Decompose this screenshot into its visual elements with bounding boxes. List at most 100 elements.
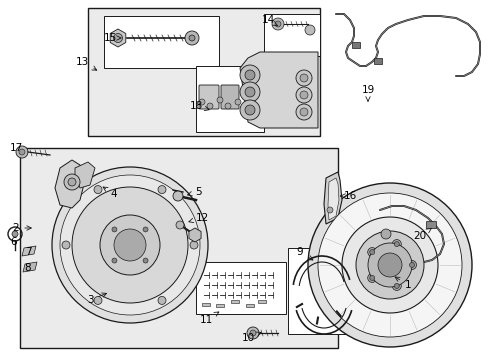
Circle shape [380,229,390,239]
Circle shape [113,33,122,42]
Polygon shape [324,172,341,224]
Polygon shape [75,162,95,188]
Circle shape [391,282,401,291]
Circle shape [52,167,207,323]
Text: 6: 6 [11,237,17,247]
Circle shape [393,242,399,247]
Text: 20: 20 [412,228,431,241]
Polygon shape [22,246,36,256]
Circle shape [317,193,461,337]
Circle shape [189,35,195,41]
Circle shape [341,217,437,313]
Circle shape [369,249,374,255]
Circle shape [217,97,223,103]
Circle shape [64,174,80,190]
Circle shape [295,104,311,120]
Bar [20,148,337,348]
Circle shape [246,327,259,339]
Circle shape [199,99,204,105]
Circle shape [393,283,399,288]
Circle shape [367,274,376,283]
Circle shape [299,91,307,99]
Text: 15: 15 [103,33,121,43]
Circle shape [407,261,416,270]
Circle shape [244,87,254,97]
Circle shape [100,215,160,275]
Polygon shape [240,52,317,128]
Circle shape [271,18,284,30]
Circle shape [94,185,102,194]
Bar [104,16,219,68]
Circle shape [94,296,102,305]
Circle shape [377,253,401,277]
Circle shape [184,31,199,45]
Circle shape [224,103,230,109]
Circle shape [244,105,254,115]
Circle shape [112,227,117,232]
Circle shape [12,231,18,237]
Circle shape [244,70,254,80]
Circle shape [295,70,311,86]
Text: 2: 2 [13,223,31,233]
Text: 1: 1 [394,277,410,290]
Circle shape [367,248,376,257]
Circle shape [158,185,165,194]
Circle shape [299,108,307,116]
Circle shape [295,87,311,103]
Bar [216,304,224,307]
Bar [88,8,319,136]
Text: 3: 3 [86,293,106,305]
Circle shape [190,241,198,249]
Circle shape [355,231,423,299]
Bar [351,42,359,48]
Polygon shape [23,262,37,272]
FancyBboxPatch shape [221,85,239,109]
Text: 5: 5 [187,187,201,197]
Text: 9: 9 [296,247,312,260]
Circle shape [176,221,183,229]
Circle shape [158,296,165,305]
Text: 19: 19 [361,85,374,101]
Circle shape [16,146,28,158]
Text: 11: 11 [199,312,219,325]
Circle shape [391,239,401,248]
Bar [264,14,319,56]
Polygon shape [55,160,85,208]
Text: 10: 10 [241,332,261,343]
Circle shape [72,187,187,303]
Bar [373,58,381,64]
Circle shape [235,99,241,105]
Circle shape [307,183,471,347]
Text: 17: 17 [9,143,22,153]
Bar [287,248,359,334]
Circle shape [326,207,332,213]
Circle shape [62,241,70,249]
Text: 13: 13 [75,57,97,70]
Circle shape [60,175,200,315]
Circle shape [19,149,25,155]
Text: 12: 12 [188,213,208,223]
FancyBboxPatch shape [199,85,219,109]
Bar [196,66,264,132]
Circle shape [143,258,148,263]
Circle shape [240,65,260,85]
Polygon shape [327,178,338,220]
Circle shape [68,178,76,186]
Bar [245,304,253,307]
Text: 18: 18 [189,101,209,111]
Circle shape [274,21,281,27]
Text: 4: 4 [103,187,117,199]
Circle shape [114,229,146,261]
Circle shape [240,100,260,120]
Circle shape [299,74,307,82]
Bar [425,221,435,228]
Circle shape [408,262,414,267]
Polygon shape [351,226,367,238]
Circle shape [305,25,314,35]
Text: 14: 14 [261,15,277,26]
Circle shape [173,191,183,201]
Bar [230,300,239,303]
Circle shape [369,275,374,280]
Circle shape [206,103,213,109]
Text: 8: 8 [24,263,31,273]
